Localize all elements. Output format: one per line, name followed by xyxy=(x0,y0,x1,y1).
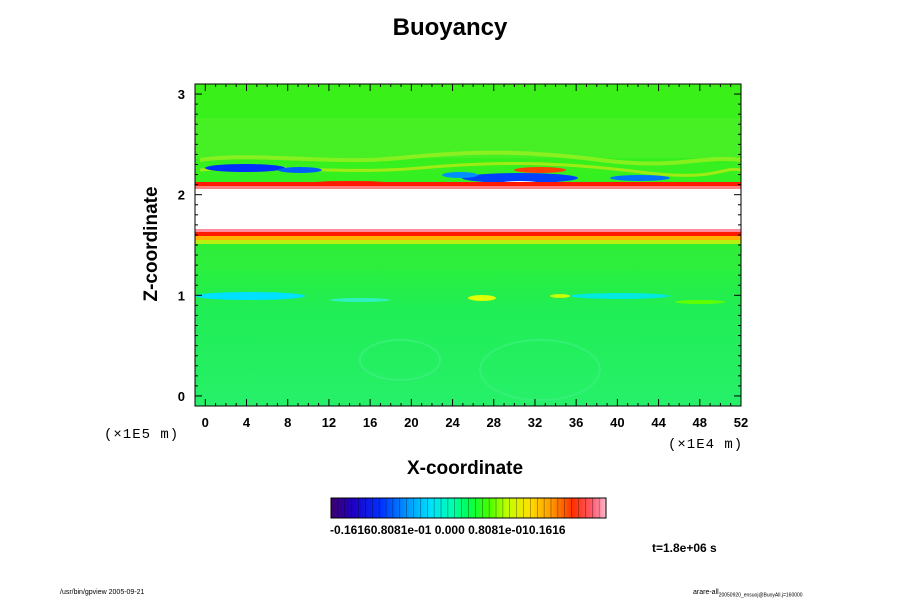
x-tick-label: 16 xyxy=(363,415,377,430)
x-tick-label: 48 xyxy=(693,415,707,430)
x-axis-label: X-coordinate xyxy=(406,458,524,479)
footer-right: arare-all20050920_ensuoj@BuoyAll.j=16000… xyxy=(693,589,803,598)
x-tick-label: 40 xyxy=(610,415,624,430)
heatmap-field xyxy=(195,84,741,406)
time-label: t=1.8e+06 s xyxy=(652,541,717,555)
x-tick-label: 20 xyxy=(404,415,418,430)
x-tick-label: 28 xyxy=(487,415,501,430)
y-tick-label: 2 xyxy=(178,188,185,203)
colorbar-ticks xyxy=(337,498,600,518)
footer-right-main: arare-all xyxy=(693,589,719,596)
x-tick-labels: 0 4 8 12 16 20 24 28 32 36 40 44 48 52 xyxy=(202,415,749,430)
x-tick-label: 8 xyxy=(284,415,291,430)
x-tick-label: 24 xyxy=(445,415,460,430)
x-tick-label: 44 xyxy=(651,415,666,430)
z-unit-label: (×1E5 m) xyxy=(104,427,180,443)
y-tick-label: 0 xyxy=(178,389,185,404)
x-tick-label: 52 xyxy=(734,415,748,430)
footer-right-sub: 20050920_ensuoj@BuoyAll.j=160000 xyxy=(718,592,803,599)
y-tick-label: 1 xyxy=(178,288,185,303)
colorbar-tick-labels: -0.16160.8081e-01 0.000 0.8081e-010.1616 xyxy=(330,523,566,537)
x-tick-label: 12 xyxy=(322,415,336,430)
chart-title: Buoyancy xyxy=(392,14,508,41)
y-axis-label: Z-coordinate xyxy=(141,186,162,302)
x-tick-label: 36 xyxy=(569,415,583,430)
y-tick-label: 3 xyxy=(178,87,185,102)
footer-left: /usr/bin/gpview 2005-09-21 xyxy=(60,589,145,596)
x-unit-label: (×1E4 m) xyxy=(668,437,744,453)
axis-ticks xyxy=(195,83,742,406)
y-tick-labels: 0 1 2 3 xyxy=(178,87,185,404)
colorbar-frame xyxy=(330,497,607,519)
x-tick-label: 0 xyxy=(202,415,209,430)
x-tick-label: 32 xyxy=(528,415,542,430)
x-tick-label: 4 xyxy=(243,415,251,430)
